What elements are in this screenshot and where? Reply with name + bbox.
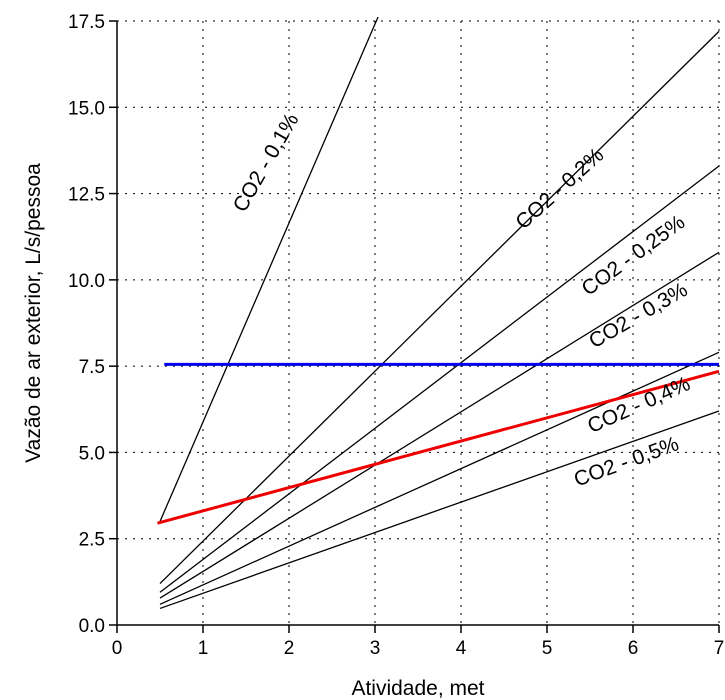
x-tick-label: 3 [370,638,381,659]
x-tick-label: 5 [542,638,553,659]
y-tick-label: 12.5 [68,185,105,206]
y-tick-label: 2.5 [79,530,105,551]
y-tick-label: 15.0 [68,98,105,119]
co2-line [159,17,379,522]
ticks: 0 1 2 3 4 5 6 7 0.0 2.5 5.0 7.5 10.0 12.5 15.0 17.5 [68,12,724,659]
y-tick-label: 0.0 [79,616,105,637]
y-tick-label: 17.5 [68,12,105,33]
y-tick-label: 5.0 [79,443,105,464]
axes [116,21,719,626]
red-reference-line [157,369,720,525]
co2-line-label: CO2 - 0,2% [511,143,608,234]
x-tick-label: 7 [714,638,725,659]
co2-line [159,251,720,599]
x-tick-label: 4 [456,638,467,659]
y-axis-title: Vazão de ar exterior, L/s/pessoa [22,163,45,463]
co2-line-label: CO2 - 0,5% [571,432,682,491]
co2-line [159,351,720,605]
x-axis-title: Atividade, met [351,677,484,700]
co2-line [159,410,720,610]
x-tick-label: 2 [284,638,295,659]
series-lines [157,17,720,610]
y-tick-label: 10.0 [68,271,105,292]
y-tick-label: 7.5 [79,357,105,378]
co2-line-label: CO2 - 0,1% [229,109,304,216]
co2-line [159,165,720,593]
x-tick-label: 6 [628,638,639,659]
x-tick-label: 1 [198,638,209,659]
x-tick-label: 0 [112,638,123,659]
co2-line [159,30,720,585]
